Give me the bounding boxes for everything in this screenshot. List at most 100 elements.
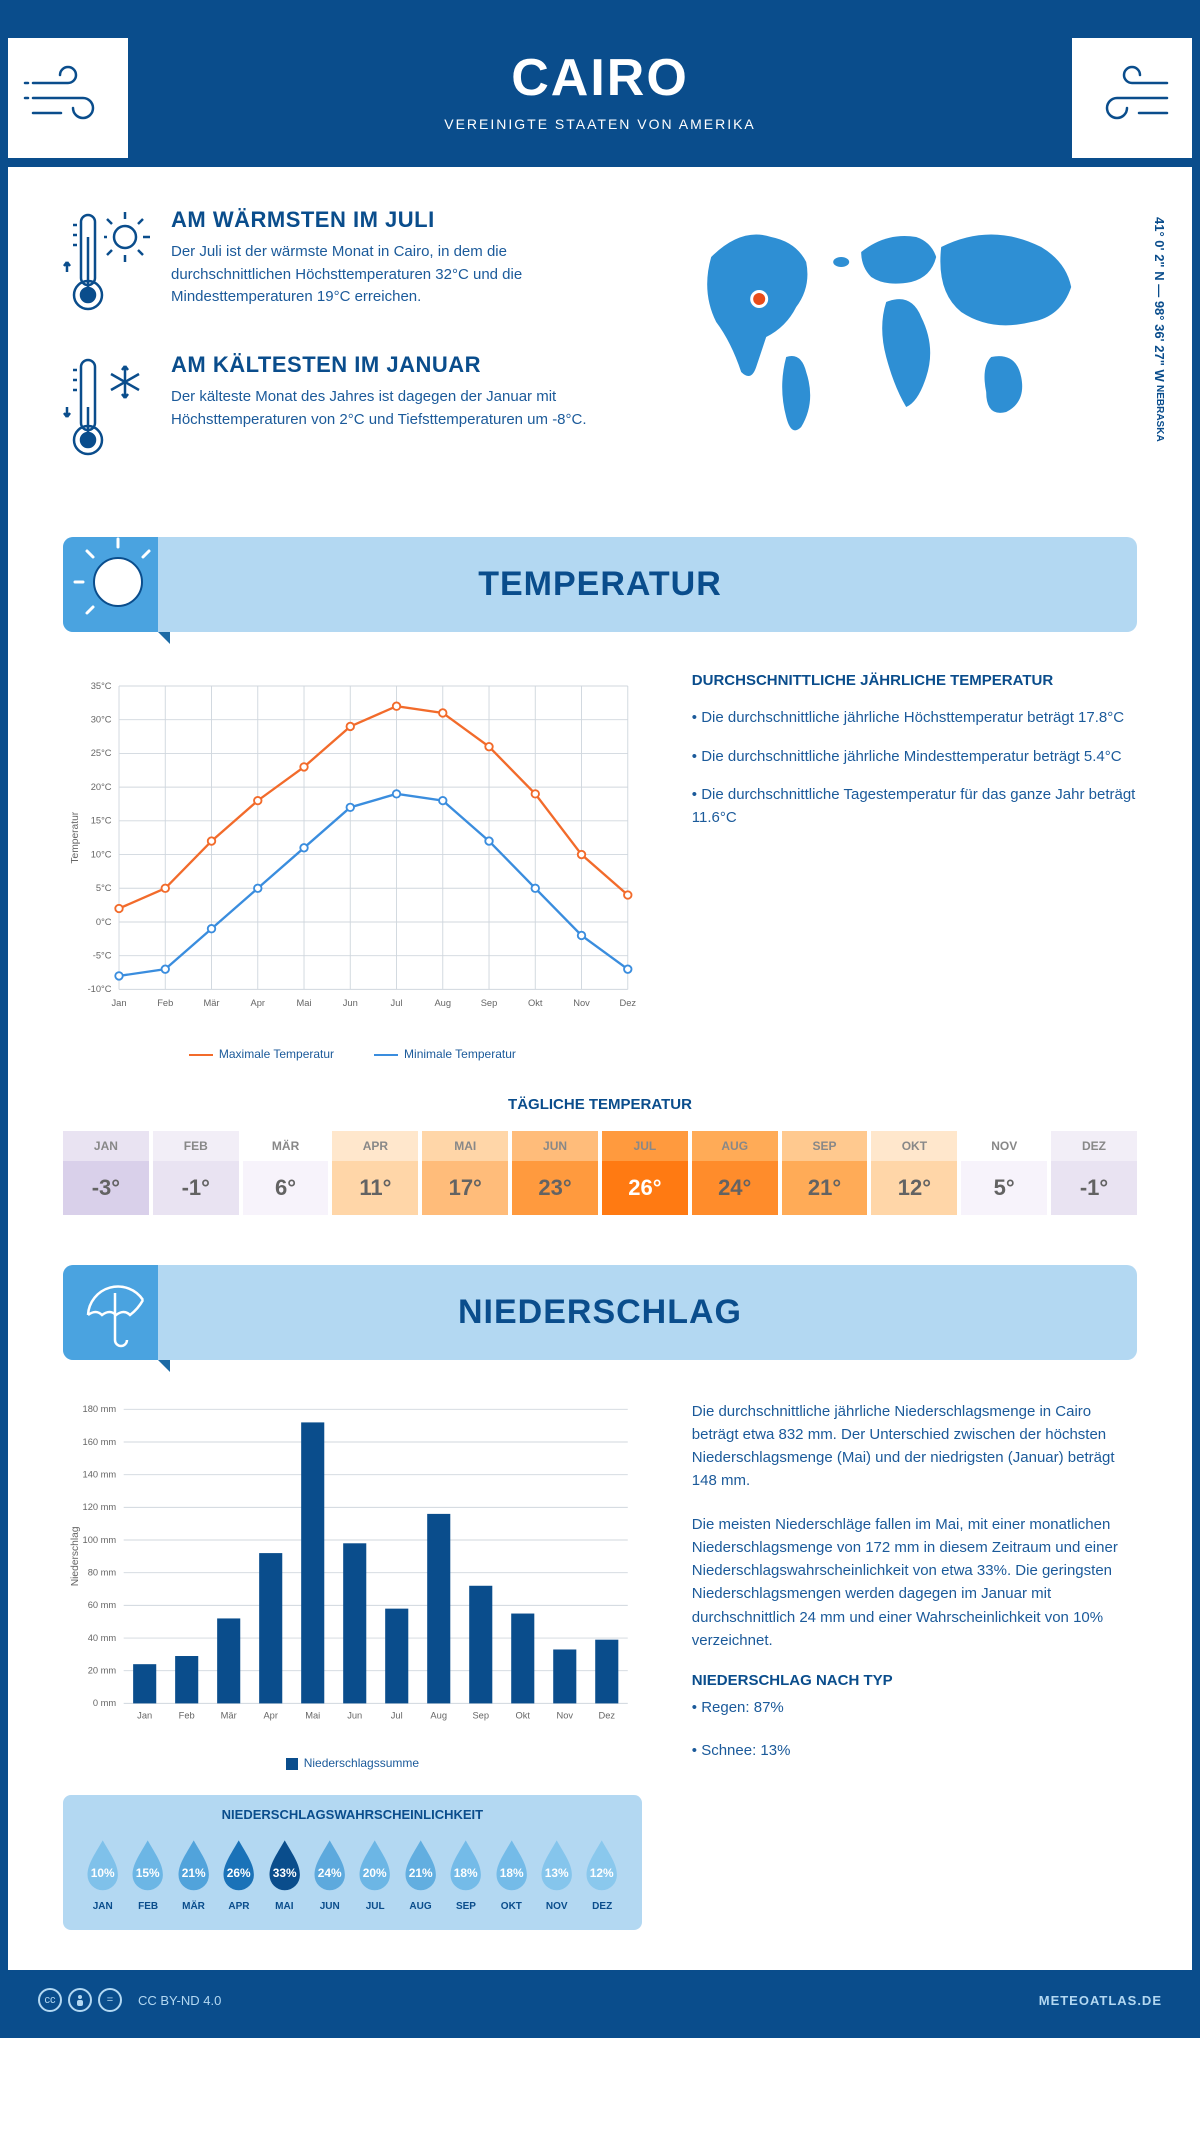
daily-temp-cell: SEP21° <box>782 1131 868 1215</box>
daily-temp-grid: JAN-3°FEB-1°MÄR6°APR11°MAI17°JUN23°JUL26… <box>63 1131 1137 1215</box>
map-box: 41° 0' 2" N — 98° 36' 27" W NEBRASKA <box>645 207 1137 497</box>
svg-text:15°C: 15°C <box>91 816 112 826</box>
sun-corner-icon <box>63 537 158 632</box>
svg-text:40 mm: 40 mm <box>88 1633 117 1643</box>
prob-drop-cell: 13% NOV <box>535 1836 578 1912</box>
prob-drop-cell: 18% OKT <box>490 1836 533 1912</box>
svg-text:120 mm: 120 mm <box>83 1502 117 1512</box>
svg-text:25°C: 25°C <box>91 748 112 758</box>
annual-temp-heading: DURCHSCHNITTLICHE JÄHRLICHE TEMPERATUR <box>692 672 1137 689</box>
svg-text:Dez: Dez <box>619 998 636 1008</box>
cc-license-icons: cc = CC BY-ND 4.0 <box>38 1988 221 2012</box>
nd-icon: = <box>98 1988 122 2012</box>
svg-text:180 mm: 180 mm <box>83 1404 117 1414</box>
svg-text:Okt: Okt <box>515 1710 530 1720</box>
precipitation-probability-box: NIEDERSCHLAGSWAHRSCHEINLICHKEIT 10% JAN … <box>63 1795 642 1930</box>
svg-text:Mär: Mär <box>203 998 219 1008</box>
svg-text:-10°C: -10°C <box>88 984 112 994</box>
daily-temp-cell: DEZ-1° <box>1051 1131 1137 1215</box>
daily-temp-cell: MÄR6° <box>243 1131 329 1215</box>
temp-bullet: • Die durchschnittliche Tagestemperatur … <box>692 784 1137 829</box>
prob-drop-cell: 18% SEP <box>444 1836 487 1912</box>
brand-label: METEOATLAS.DE <box>1039 1993 1162 2008</box>
precipitation-side-text: Die durchschnittliche jährliche Niedersc… <box>692 1400 1137 1930</box>
svg-text:Sep: Sep <box>472 1710 489 1720</box>
daily-temp-cell: JAN-3° <box>63 1131 149 1215</box>
prob-drop-cell: 20% JUL <box>353 1836 396 1912</box>
svg-text:10%: 10% <box>91 1866 115 1880</box>
daily-temp-cell: OKT12° <box>871 1131 957 1215</box>
precip-type-bullet: • Schnee: 13% <box>692 1740 1137 1763</box>
thermometer-sun-icon <box>63 207 153 322</box>
intro-row: AM WÄRMSTEN IM JULI Der Juli ist der wär… <box>63 207 1137 497</box>
svg-text:-5°C: -5°C <box>93 950 112 960</box>
prob-drop-cell: 21% AUG <box>399 1836 442 1912</box>
svg-text:0 mm: 0 mm <box>93 1698 117 1708</box>
daily-temp-cell: JUL26° <box>602 1131 688 1215</box>
svg-text:100 mm: 100 mm <box>83 1535 117 1545</box>
svg-text:18%: 18% <box>454 1866 478 1880</box>
precipitation-banner: NIEDERSCHLAG <box>63 1265 1137 1360</box>
svg-text:21%: 21% <box>409 1866 433 1880</box>
temp-chart-legend: Maximale Temperatur Minimale Temperatur <box>63 1047 642 1061</box>
prob-drop-cell: 21% MÄR <box>172 1836 215 1912</box>
wind-icon-left <box>8 38 128 158</box>
temperature-banner: TEMPERATUR <box>63 537 1137 632</box>
svg-text:Aug: Aug <box>434 998 451 1008</box>
temperature-side-text: DURCHSCHNITTLICHE JÄHRLICHE TEMPERATUR •… <box>692 672 1137 1061</box>
temp-bullet: • Die durchschnittliche jährliche Höchst… <box>692 707 1137 730</box>
svg-text:60 mm: 60 mm <box>88 1600 117 1610</box>
daily-temp-cell: NOV5° <box>961 1131 1047 1215</box>
svg-text:Okt: Okt <box>528 998 543 1008</box>
svg-text:Nov: Nov <box>556 1710 573 1720</box>
svg-text:26%: 26% <box>227 1866 251 1880</box>
svg-text:13%: 13% <box>545 1866 569 1880</box>
city-title: CAIRO <box>28 48 1172 108</box>
daily-temp-cell: APR11° <box>332 1131 418 1215</box>
svg-text:Jul: Jul <box>391 1710 403 1720</box>
svg-text:20 mm: 20 mm <box>88 1665 117 1675</box>
svg-text:35°C: 35°C <box>91 681 112 691</box>
daily-temp-cell: MAI17° <box>422 1131 508 1215</box>
svg-text:24%: 24% <box>318 1866 342 1880</box>
precip-type-bullet: • Regen: 87% <box>692 1697 1137 1720</box>
prob-title: NIEDERSCHLAGSWAHRSCHEINLICHKEIT <box>81 1807 624 1822</box>
page-frame: CAIRO VEREINIGTE STAATEN VON AMERIKA <box>0 0 1200 2038</box>
warmest-heading: AM WÄRMSTEN IM JULI <box>171 207 605 233</box>
svg-text:80 mm: 80 mm <box>88 1567 117 1577</box>
by-icon <box>68 1988 92 2012</box>
prob-drop-cell: 12% DEZ <box>580 1836 623 1912</box>
svg-text:18%: 18% <box>499 1866 523 1880</box>
svg-text:Jun: Jun <box>347 1710 362 1720</box>
prob-drop-cell: 24% JUN <box>308 1836 351 1912</box>
temperature-title: TEMPERATUR <box>158 565 1137 604</box>
svg-text:5°C: 5°C <box>96 883 112 893</box>
coldest-body: Der kälteste Monat des Jahres ist dagege… <box>171 386 605 431</box>
prob-drop-cell: 10% JAN <box>81 1836 124 1912</box>
world-map-icon <box>645 207 1137 437</box>
cc-icon: cc <box>38 1988 62 2012</box>
daily-temp-title: TÄGLICHE TEMPERATUR <box>63 1096 1137 1113</box>
svg-text:140 mm: 140 mm <box>83 1469 117 1479</box>
svg-text:12%: 12% <box>590 1866 614 1880</box>
precipitation-row: 0 mm 20 mm 40 mm 60 mm 80 mm 100 mm 120 mm 140 … <box>63 1400 1137 1930</box>
daily-temp-cell: JUN23° <box>512 1131 598 1215</box>
license-text: CC BY-ND 4.0 <box>138 1993 221 2008</box>
coldest-heading: AM KÄLTESTEN IM JANUAR <box>171 352 605 378</box>
svg-text:20%: 20% <box>363 1866 387 1880</box>
content: AM WÄRMSTEN IM JULI Der Juli ist der wär… <box>8 167 1192 1970</box>
svg-text:Mai: Mai <box>305 1710 320 1720</box>
footer-band: cc = CC BY-ND 4.0 METEOATLAS.DE <box>8 1970 1192 2030</box>
temperature-row: -10°C-5°C0°C5°C10°C15°C20°C25°C30°C35°CJ… <box>63 672 1137 1061</box>
precip-chart-legend: Niederschlagssumme <box>63 1756 642 1770</box>
prob-drop-cell: 26% APR <box>217 1836 260 1912</box>
thermometer-snow-icon <box>63 352 153 467</box>
daily-temp-cell: FEB-1° <box>153 1131 239 1215</box>
coldest-fact: AM KÄLTESTEN IM JANUAR Der kälteste Mona… <box>63 352 605 467</box>
svg-text:20°C: 20°C <box>91 782 112 792</box>
svg-text:Mai: Mai <box>297 998 312 1008</box>
svg-text:0°C: 0°C <box>96 917 112 927</box>
temp-bullet: • Die durchschnittliche jährliche Mindes… <box>692 746 1137 769</box>
temperature-line-chart: -10°C-5°C0°C5°C10°C15°C20°C25°C30°C35°CJ… <box>63 672 642 1061</box>
precipitation-title: NIEDERSCHLAG <box>158 1293 1137 1332</box>
